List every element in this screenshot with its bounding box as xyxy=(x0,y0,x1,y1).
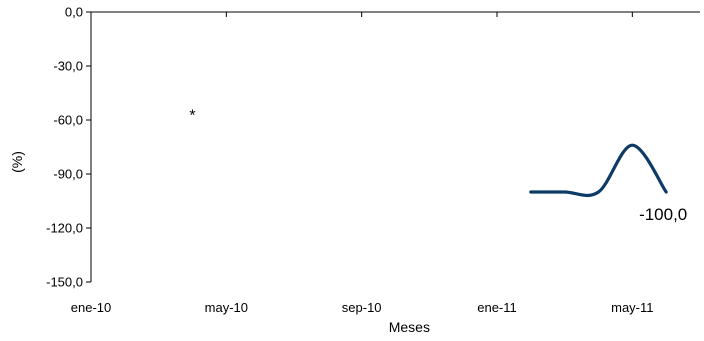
y-tick-label: -60,0 xyxy=(53,113,83,128)
x-tick-label: sep-10 xyxy=(342,300,382,315)
y-tick-label: -90,0 xyxy=(53,167,83,182)
series-layer xyxy=(529,143,668,198)
x-axis-ticks: ene-10 may-10 sep-10 ene-11 may-11 xyxy=(71,12,654,315)
x-axis-title: Meses xyxy=(389,319,430,335)
annotation-asterisk: * xyxy=(189,108,195,125)
y-tick-label: 0,0 xyxy=(65,5,83,20)
data-labels: -100,0 xyxy=(639,205,687,224)
y-axis-title: (%) xyxy=(9,151,25,173)
x-tick-label: may-10 xyxy=(205,300,248,315)
y-tick-label: -30,0 xyxy=(53,59,83,74)
y-axis-ticks: 0,0 -30,0 -60,0 -90,0 -120,0 -150,0 xyxy=(46,5,91,290)
data-label: -100,0 xyxy=(639,205,687,224)
x-tick-label: ene-11 xyxy=(477,300,517,315)
x-tick-label: ene-10 xyxy=(71,300,111,315)
x-tick-label: may-11 xyxy=(611,300,653,315)
y-tick-label: -120,0 xyxy=(46,221,83,236)
y-tick-label: -150,0 xyxy=(46,275,83,290)
plot-area: 0,0 -30,0 -60,0 -90,0 -120,0 -150,0 ene-10 may… xyxy=(46,5,700,315)
series-line xyxy=(529,143,668,198)
annotations: * xyxy=(189,108,195,125)
